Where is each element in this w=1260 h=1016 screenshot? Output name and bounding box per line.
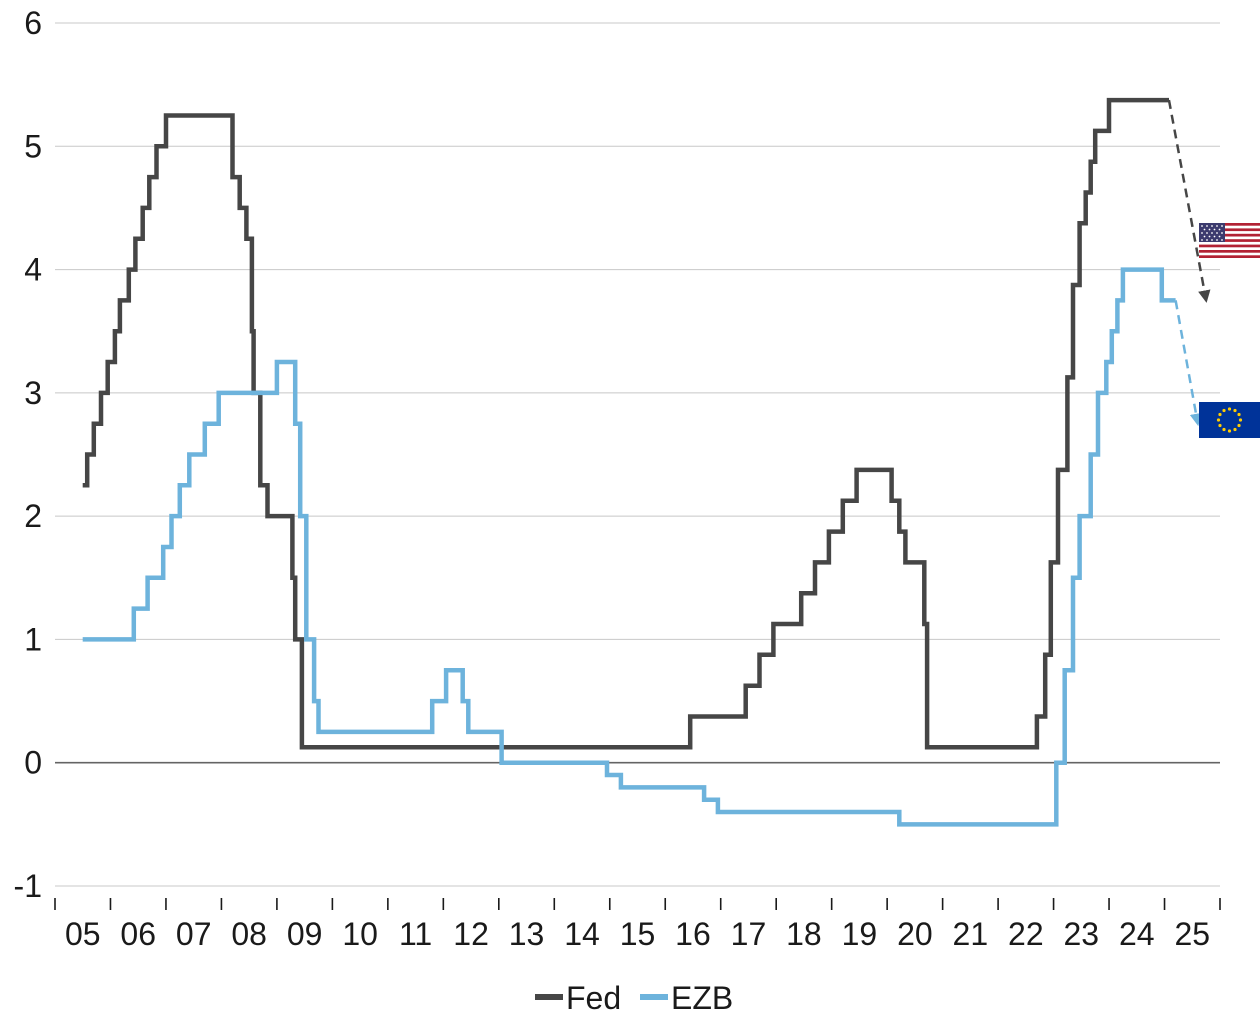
x-tick-label: 07 <box>176 916 212 952</box>
x-tick-label: 22 <box>1008 916 1044 952</box>
legend: Fed EZB <box>535 980 733 1016</box>
y-tick-label: 6 <box>24 5 42 41</box>
series-lines <box>82 97 1176 827</box>
y-tick-label: 5 <box>24 128 42 164</box>
y-tick-label: -1 <box>14 868 42 904</box>
x-tick-label: 08 <box>231 916 267 952</box>
x-tick-label: 25 <box>1174 916 1210 952</box>
eu-flag-icon <box>1199 402 1260 438</box>
x-tick-label: 20 <box>897 916 933 952</box>
y-tick-label: 1 <box>24 621 42 657</box>
flags <box>1199 223 1260 438</box>
x-axis: 05 06 07 08 09 10 11 12 13 14 15 16 17 18 19 20 21 22 23 24… <box>54 898 1221 952</box>
x-tick-label: 24 <box>1119 916 1155 952</box>
projection-arrows <box>1167 99 1211 427</box>
projection-arrow-ezb <box>1174 300 1203 427</box>
x-tick-label: 16 <box>675 916 711 952</box>
y-tick-label: 3 <box>24 375 42 411</box>
y-tick-label: 4 <box>24 252 42 288</box>
x-tick-label: 09 <box>287 916 323 952</box>
x-tick-label: 17 <box>731 916 767 952</box>
us-flag-icon <box>1199 223 1260 258</box>
projection-arrow-fed <box>1167 99 1211 303</box>
legend-label-ezb: EZB <box>671 980 733 1016</box>
x-tick-label: 10 <box>342 916 378 952</box>
x-tick-label: 14 <box>564 916 600 952</box>
grid-lines: -1 0 1 2 3 4 5 6 <box>14 5 1220 904</box>
series-line-fed <box>82 97 1169 750</box>
x-tick-label: 12 <box>453 916 489 952</box>
x-tick-label: 05 <box>65 916 101 952</box>
series-line-ezb <box>82 267 1176 827</box>
x-tick-label: 23 <box>1064 916 1100 952</box>
x-tick-label: 21 <box>953 916 989 952</box>
x-tick-label: 06 <box>120 916 156 952</box>
x-tick-label: 13 <box>509 916 545 952</box>
x-tick-label: 15 <box>620 916 656 952</box>
x-tick-label: 18 <box>786 916 822 952</box>
x-tick-label: 19 <box>842 916 878 952</box>
y-tick-label: 0 <box>24 745 42 781</box>
y-tick-label: 2 <box>24 498 42 534</box>
x-tick-label: 11 <box>399 916 432 952</box>
legend-label-fed: Fed <box>566 980 621 1016</box>
